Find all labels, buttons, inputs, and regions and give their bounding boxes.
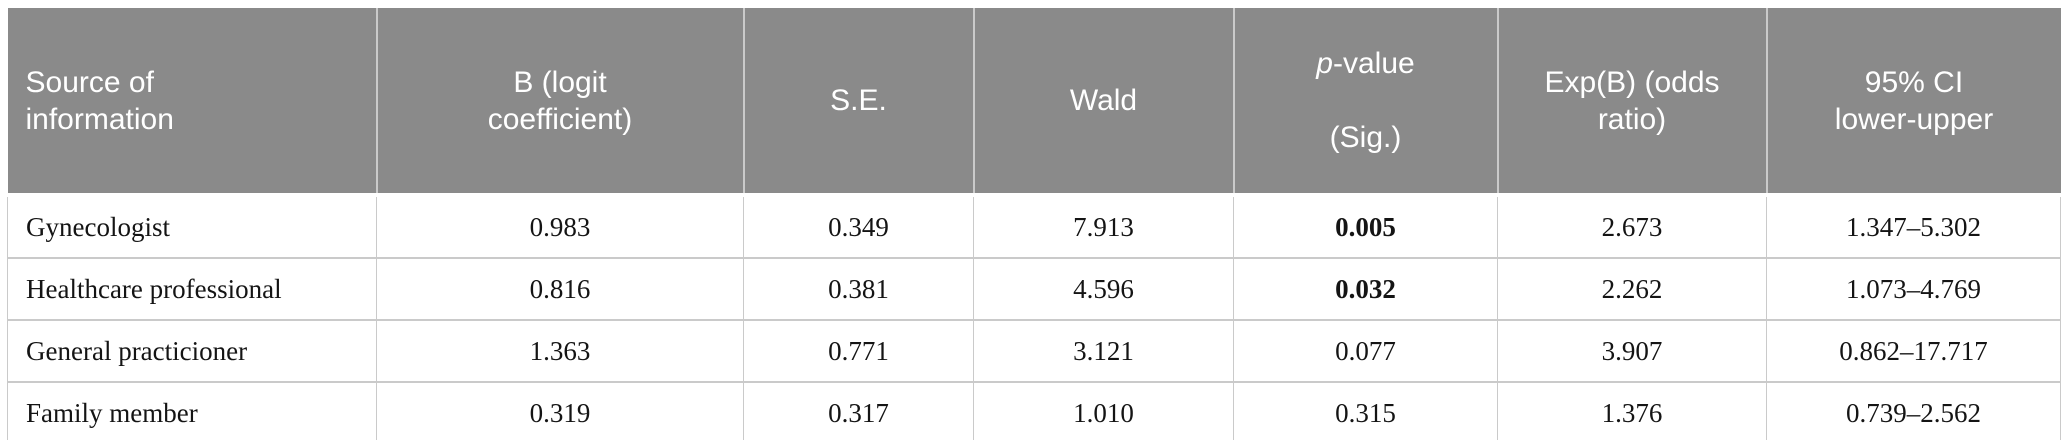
- table-row-gynecologist: Gynecologist 0.983 0.349 7.913 0.005 2.6…: [7, 194, 2061, 259]
- table-row-healthcare-professional: Healthcare professional 0.816 0.381 4.59…: [7, 257, 2061, 321]
- cell-source: Gynecologist: [7, 194, 377, 259]
- cell-p-value: 0.077: [1233, 319, 1498, 383]
- cell-se: 0.381: [743, 257, 974, 321]
- regression-table: Source of information B (logit coefficie…: [7, 8, 2061, 440]
- cell-b: 1.363: [376, 319, 744, 383]
- header-p-value-line1: p-value: [1245, 45, 1487, 82]
- cell-ci: 1.347–5.302: [1766, 194, 2061, 259]
- cell-se: 0.771: [743, 319, 974, 383]
- cell-source: Healthcare professional: [7, 257, 377, 321]
- cell-p-value: 0.005: [1233, 194, 1498, 259]
- header-wald: Wald: [972, 8, 1234, 197]
- table-row-general-practicioner: General practicioner 1.363 0.771 3.121 0…: [7, 319, 2061, 383]
- cell-b: 0.983: [376, 194, 744, 259]
- header-exp-b-odds-ratio: Exp(B) (odds ratio): [1496, 8, 1767, 197]
- header-row: Source of information B (logit coefficie…: [7, 8, 2061, 197]
- cell-p-value: 0.032: [1233, 257, 1498, 321]
- cell-b: 0.816: [376, 257, 744, 321]
- cell-ci: 1.073–4.769: [1766, 257, 2061, 321]
- p-value-suffix: -value: [1332, 47, 1415, 80]
- cell-ci: 0.862–17.717: [1766, 319, 2061, 383]
- cell-exp-b: 1.376: [1497, 381, 1767, 440]
- cell-b: 0.319: [376, 381, 744, 440]
- cell-wald: 3.121: [973, 319, 1234, 383]
- cell-wald: 1.010: [973, 381, 1234, 440]
- header-b-logit-coefficient: B (logit coefficient): [375, 8, 744, 197]
- table-row-family-member: Family member 0.319 0.317 1.010 0.315 1.…: [7, 381, 2061, 440]
- cell-source: General practicioner: [7, 319, 377, 383]
- cell-p-value: 0.315: [1233, 381, 1498, 440]
- cell-wald: 4.596: [973, 257, 1234, 321]
- cell-exp-b: 2.673: [1497, 194, 1767, 259]
- cell-source: Family member: [7, 381, 377, 440]
- p-symbol: p: [1316, 47, 1333, 80]
- cell-exp-b: 2.262: [1497, 257, 1767, 321]
- cell-se: 0.317: [743, 381, 974, 440]
- cell-exp-b: 3.907: [1497, 319, 1767, 383]
- cell-ci: 0.739–2.562: [1766, 381, 2061, 440]
- header-source-of-information: Source of information: [7, 8, 377, 197]
- table-container: Source of information B (logit coefficie…: [7, 8, 2061, 440]
- cell-wald: 7.913: [973, 194, 1234, 259]
- header-p-value-sig: p-value (Sig.): [1232, 8, 1498, 197]
- header-se: S.E.: [742, 8, 974, 197]
- cell-se: 0.349: [743, 194, 974, 259]
- header-95-ci-lower-upper: 95% CI lower-upper: [1765, 8, 2061, 197]
- header-p-value-line2: (Sig.): [1329, 121, 1402, 154]
